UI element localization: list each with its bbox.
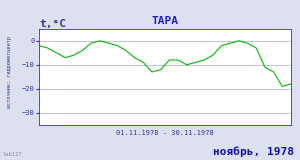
Text: t,°C: t,°C <box>39 19 66 29</box>
Text: ТАРА: ТАРА <box>152 16 178 26</box>
Text: источник: гидрометцентр: источник: гидрометцентр <box>8 36 13 108</box>
Text: 01.11.1978 - 30.11.1978: 01.11.1978 - 30.11.1978 <box>116 130 214 136</box>
Text: lab127: lab127 <box>3 152 22 157</box>
Text: ноябрь, 1978: ноябрь, 1978 <box>213 146 294 157</box>
